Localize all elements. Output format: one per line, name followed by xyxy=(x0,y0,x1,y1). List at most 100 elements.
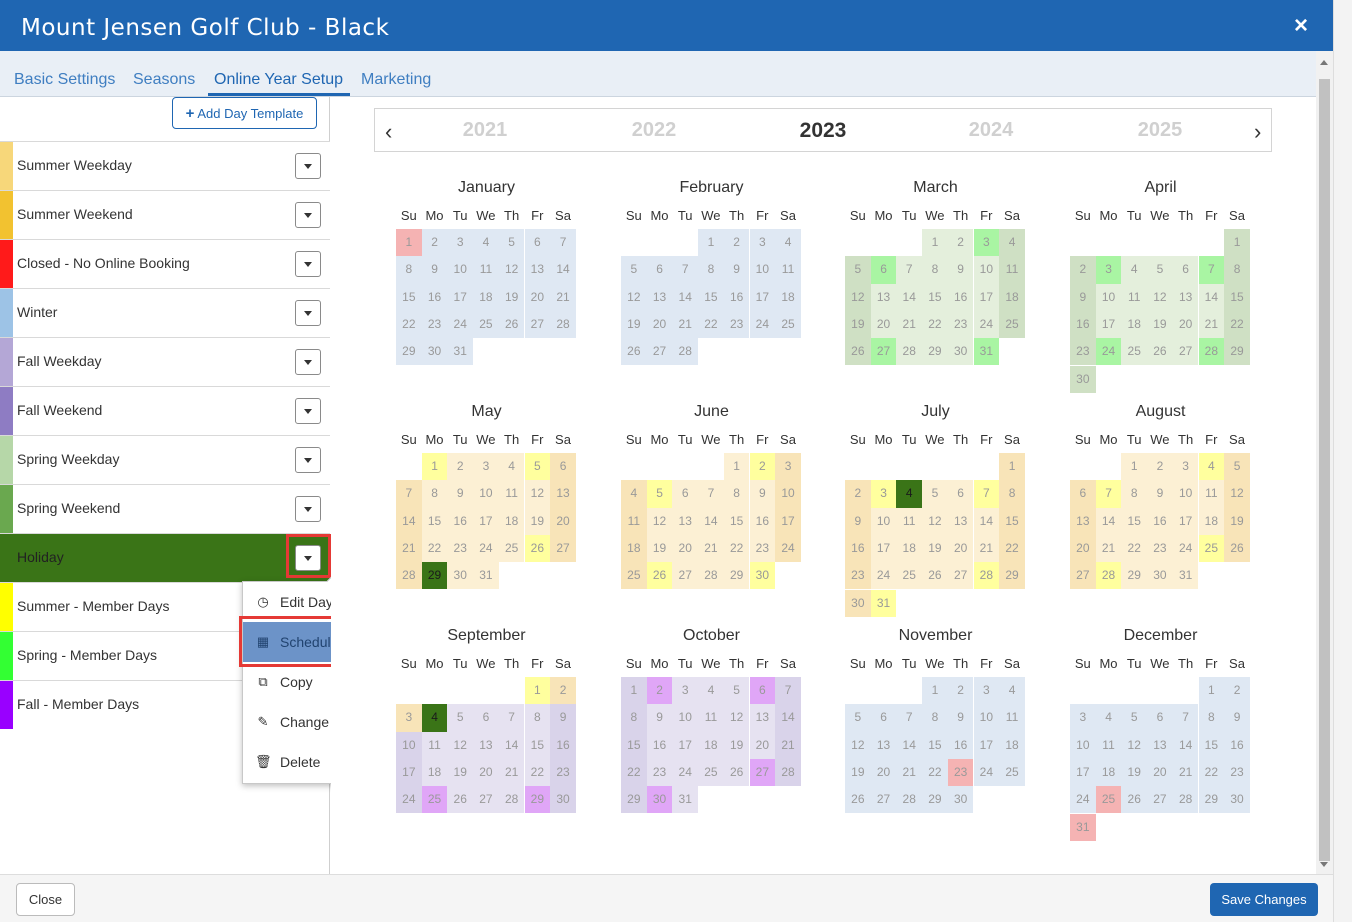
calendar-day[interactable]: 11 xyxy=(1095,731,1122,759)
calendar-day[interactable]: 27 xyxy=(473,786,499,814)
calendar-day[interactable]: 28 xyxy=(896,786,923,814)
template-dropdown-chevron-down-icon[interactable] xyxy=(295,398,321,424)
template-dropdown-chevron-down-icon[interactable] xyxy=(295,251,321,277)
calendar-day[interactable]: 6 xyxy=(1172,256,1199,284)
menu-delete[interactable]: 🗑 Delete xyxy=(243,742,405,782)
calendar-day[interactable]: 2 xyxy=(1070,256,1096,284)
calendar-day[interactable]: 28 xyxy=(896,338,923,366)
calendar-day[interactable]: 6 xyxy=(646,256,673,284)
calendar-day[interactable]: 1 xyxy=(621,677,647,705)
calendar-day[interactable]: 19 xyxy=(723,731,750,759)
calendar-day[interactable]: 30 xyxy=(947,338,974,366)
calendar-day[interactable]: 9 xyxy=(421,256,448,284)
calendar-day[interactable]: 6 xyxy=(473,704,499,732)
calendar-day[interactable]: 25 xyxy=(473,310,499,339)
calendar-day[interactable]: 17 xyxy=(672,731,699,759)
calendar-day[interactable]: 4 xyxy=(1198,453,1225,481)
calendar-day[interactable]: 21 xyxy=(1095,534,1122,563)
calendar-day[interactable]: 13 xyxy=(870,731,897,759)
calendar-day[interactable]: 11 xyxy=(775,256,801,284)
calendar-day[interactable]: 15 xyxy=(922,283,948,311)
calendar-day[interactable]: 30 xyxy=(1147,562,1173,590)
calendar-day[interactable]: 13 xyxy=(550,480,576,508)
calendar-day[interactable]: 21 xyxy=(396,534,422,563)
calendar-day[interactable]: 30 xyxy=(749,562,776,590)
calendar-day[interactable]: 26 xyxy=(646,562,673,590)
calendar-day[interactable]: 7 xyxy=(1095,480,1122,508)
calendar-day[interactable]: 7 xyxy=(698,480,724,508)
previous-year-arrow-icon[interactable]: ‹ xyxy=(385,119,393,144)
calendar-day[interactable]: 22 xyxy=(922,758,948,787)
calendar-day[interactable]: 19 xyxy=(498,283,525,311)
calendar-day[interactable]: 18 xyxy=(621,534,647,563)
calendar-day[interactable]: 12 xyxy=(1121,731,1148,759)
calendar-day[interactable]: 3 xyxy=(1095,256,1122,284)
calendar-day[interactable]: 9 xyxy=(1070,283,1096,311)
calendar-day[interactable]: 7 xyxy=(775,677,801,705)
calendar-day[interactable]: 6 xyxy=(870,704,897,732)
calendar-day[interactable]: 2 xyxy=(947,229,974,257)
calendar-day[interactable]: 30 xyxy=(550,786,576,814)
calendar-day[interactable]: 23 xyxy=(749,534,776,563)
calendar-day[interactable]: 16 xyxy=(845,534,871,563)
calendar-day[interactable]: 9 xyxy=(723,256,750,284)
calendar-day[interactable]: 21 xyxy=(775,731,801,759)
calendar-day[interactable]: 12 xyxy=(1147,283,1173,311)
calendar-day[interactable]: 2 xyxy=(550,677,576,705)
calendar-day[interactable]: 11 xyxy=(473,256,499,284)
tab-marketing[interactable]: Marketing xyxy=(361,71,432,88)
vertical-scrollbar[interactable] xyxy=(1316,51,1333,874)
calendar-day[interactable]: 16 xyxy=(421,283,448,311)
calendar-day[interactable]: 12 xyxy=(621,283,647,311)
calendar-day[interactable]: 26 xyxy=(524,534,551,563)
calendar-day[interactable]: 29 xyxy=(922,786,948,814)
calendar-day[interactable]: 25 xyxy=(421,786,448,814)
calendar-day[interactable]: 12 xyxy=(498,256,525,284)
scroll-down-icon[interactable] xyxy=(1320,862,1328,867)
scroll-up-icon[interactable] xyxy=(1320,60,1328,65)
calendar-day[interactable]: 3 xyxy=(870,480,897,508)
calendar-day[interactable]: 20 xyxy=(646,310,673,339)
calendar-day[interactable]: 18 xyxy=(999,731,1025,759)
calendar-day[interactable]: 3 xyxy=(749,229,776,257)
calendar-day[interactable]: 8 xyxy=(1121,480,1148,508)
calendar-day[interactable]: 19 xyxy=(1224,507,1250,535)
calendar-day[interactable]: 22 xyxy=(524,758,551,787)
calendar-day[interactable]: 15 xyxy=(922,731,948,759)
calendar-day[interactable]: 13 xyxy=(1147,731,1173,759)
calendar-day[interactable]: 4 xyxy=(775,229,801,257)
calendar-day[interactable]: 10 xyxy=(447,256,474,284)
calendar-day[interactable]: 17 xyxy=(870,534,897,563)
calendar-day[interactable]: 27 xyxy=(1147,786,1173,814)
calendar-day[interactable]: 3 xyxy=(473,453,499,481)
calendar-day[interactable]: 22 xyxy=(1224,310,1250,339)
calendar-day[interactable]: 20 xyxy=(672,534,699,563)
calendar-day[interactable]: 5 xyxy=(1121,704,1148,732)
calendar-day[interactable]: 2 xyxy=(421,229,448,257)
calendar-day[interactable]: 8 xyxy=(621,704,647,732)
calendar-day[interactable]: 16 xyxy=(646,731,673,759)
calendar-day[interactable]: 27 xyxy=(646,338,673,366)
calendar-day[interactable]: 5 xyxy=(723,677,750,705)
calendar-day[interactable]: 18 xyxy=(421,758,448,787)
calendar-day[interactable]: 12 xyxy=(845,731,871,759)
calendar-day[interactable]: 7 xyxy=(396,480,422,508)
close-button[interactable]: Close xyxy=(16,883,75,916)
calendar-day[interactable]: 17 xyxy=(973,731,1000,759)
calendar-day[interactable]: 20 xyxy=(1070,534,1096,563)
calendar-day[interactable]: 7 xyxy=(896,256,923,284)
calendar-day[interactable]: 30 xyxy=(447,562,474,590)
calendar-day[interactable]: 30 xyxy=(845,589,871,617)
calendar-day[interactable]: 16 xyxy=(1147,507,1173,535)
template-dropdown-chevron-down-icon[interactable] xyxy=(295,496,321,522)
calendar-day[interactable]: 23 xyxy=(1070,338,1096,366)
calendar-day[interactable]: 13 xyxy=(524,256,551,284)
calendar-day[interactable]: 9 xyxy=(947,256,974,284)
calendar-day[interactable]: 31 xyxy=(973,338,1000,366)
calendar-day[interactable]: 12 xyxy=(447,731,474,759)
calendar-day[interactable]: 11 xyxy=(698,704,724,732)
calendar-day[interactable]: 13 xyxy=(870,283,897,311)
calendar-day[interactable]: 2 xyxy=(947,677,974,705)
next-year-arrow-icon[interactable]: › xyxy=(1254,119,1262,144)
calendar-day[interactable]: 31 xyxy=(870,589,897,617)
